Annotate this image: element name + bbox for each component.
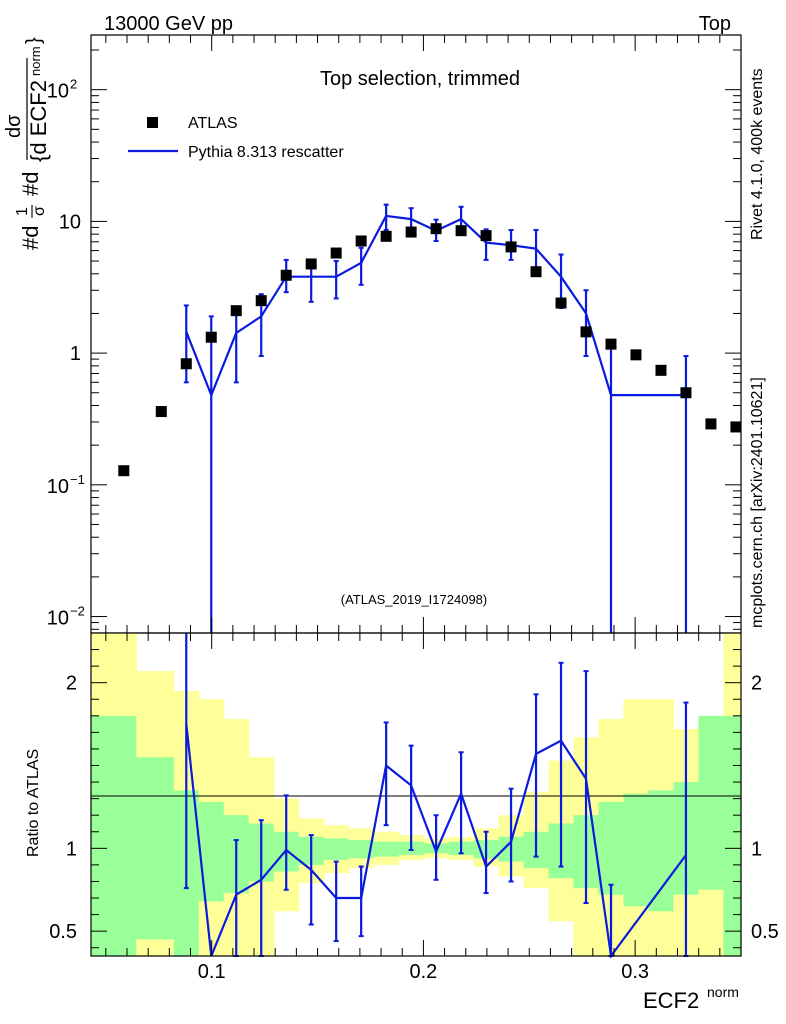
atlas-point <box>655 364 667 376</box>
atlas-point <box>505 241 517 253</box>
main-ytick-label-exponent: −1 <box>70 472 85 487</box>
ratio-ytick-label: 0.5 <box>49 921 77 943</box>
atlas-point <box>330 247 342 259</box>
atlas-point <box>280 269 292 281</box>
ylabel-prefix: #d <box>18 226 43 250</box>
legend-mc-label: Pythia 8.313 rescatter <box>188 144 344 161</box>
main-ytick-label-base: 10 <box>47 476 69 498</box>
ratio-ytick-label: 2 <box>66 673 77 695</box>
atlas-point <box>118 465 130 477</box>
atlas-point <box>580 326 592 338</box>
ratio-frame <box>90 632 742 957</box>
ratio-band-inner <box>373 841 400 857</box>
rivet-version-label: Rivet 4.1.0, 400k events <box>749 68 766 240</box>
plot-title: Top selection, trimmed <box>320 68 520 90</box>
main-ylabel: #d 1 σ #d dσ {d ECF2 norm } <box>3 37 51 250</box>
ratio-band-inner <box>598 801 625 895</box>
atlas-point <box>630 349 642 361</box>
main-ytick-label-exponent: 2 <box>70 77 77 92</box>
atlas-point <box>555 297 567 309</box>
atlas-point <box>530 266 542 278</box>
legend-atlas-marker <box>147 117 158 128</box>
ratio-band-inner <box>723 715 742 956</box>
legend-atlas-label: ATLAS <box>188 115 238 132</box>
atlas-point <box>480 230 492 242</box>
ratio-xtick-label: 0.1 <box>198 961 226 983</box>
atlas-point <box>180 358 192 370</box>
atlas-point <box>230 305 242 317</box>
main-ytick-label-base: 10 <box>47 81 69 103</box>
ratio-xtick-label: 0.2 <box>410 961 438 983</box>
atlas-point <box>405 226 417 238</box>
main-ytick-label: 1 <box>70 343 81 365</box>
ylabel-one: 1 <box>14 207 31 216</box>
ratio-ytick-label-right: 1 <box>751 838 762 860</box>
atlas-point <box>355 235 367 247</box>
ylabel-numerator: dσ <box>3 114 25 138</box>
ylabel-sigma: σ <box>31 206 48 216</box>
energy-label: 13000 GeV pp <box>104 13 233 35</box>
process-label: Top <box>699 13 731 35</box>
atlas-point <box>430 223 442 235</box>
atlas-point <box>205 331 217 343</box>
main-ytick-label-base: 10 <box>47 608 69 630</box>
ratio-ytick-label-right: 2 <box>751 673 762 695</box>
atlas-point <box>605 338 617 350</box>
mcplots-label: mcplots.cern.ch [arXiv:2401.10621] <box>749 377 766 628</box>
atlas-point <box>730 421 742 433</box>
ratio-ytick-label-right: 0.5 <box>751 921 779 943</box>
analysis-tag: (ATLAS_2019_I1724098) <box>341 592 487 607</box>
ratio-band-inner <box>91 715 137 956</box>
atlas-point <box>380 230 392 242</box>
ratio-ylabel: Ratio to ATLAS <box>25 749 42 857</box>
ylabel-denominator: {d ECF2 <box>26 80 51 162</box>
ylabel-superscript: norm <box>28 46 43 76</box>
xlabel: ECF2 <box>643 988 699 1013</box>
ratio-band-inner <box>136 757 175 940</box>
ylabel-mid: #d <box>18 172 43 196</box>
atlas-point <box>155 406 167 418</box>
ratio-xtick-label: 0.3 <box>621 961 649 983</box>
ratio-band-inner <box>348 840 375 859</box>
main-ytick-label: 10 <box>59 211 81 233</box>
ratio-band-inner <box>323 838 350 860</box>
ratio-panel: 0.5 0.51 12 20.1 0.2 0.3 Ratio to ATLAS ECF2 … <box>25 632 779 1013</box>
atlas-point <box>705 418 717 430</box>
ratio-band-inner <box>698 715 725 890</box>
ratio-band-inner <box>198 801 225 902</box>
atlas-point <box>255 295 267 307</box>
ratio-ytick-label: 1 <box>66 838 77 860</box>
atlas-point <box>455 225 467 237</box>
ylabel-close: } <box>23 37 45 44</box>
main-ytick-label-exponent: −2 <box>70 604 85 619</box>
atlas-point <box>680 387 692 399</box>
atlas-point <box>305 258 317 270</box>
ratio-band-inner <box>648 790 675 912</box>
xlabel-superscript: norm <box>707 984 739 1000</box>
ratio-band-inner <box>623 793 650 907</box>
